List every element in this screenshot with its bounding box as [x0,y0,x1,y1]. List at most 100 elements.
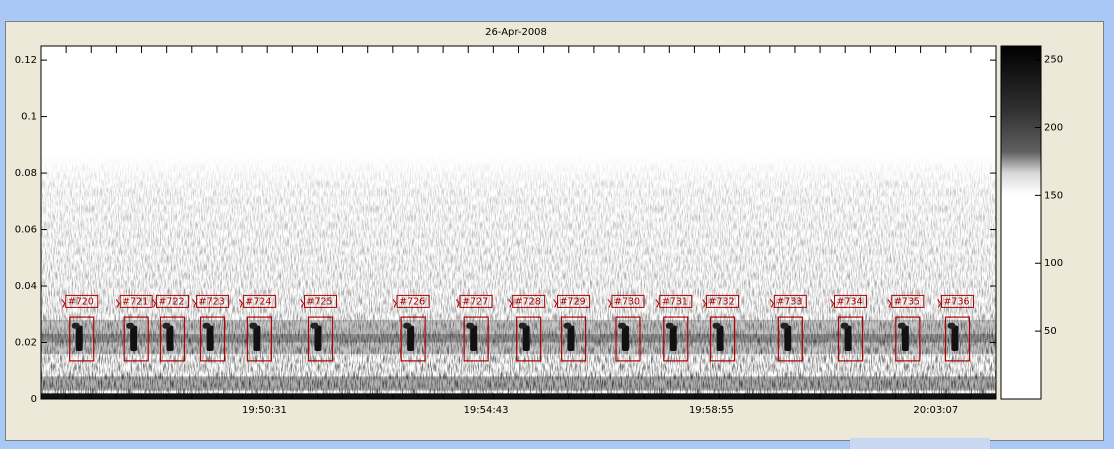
band-core [41,334,996,343]
call-mark [253,325,261,351]
detection-pointer [300,299,305,308]
detection-box [615,316,641,362]
detection-box [307,316,334,362]
y-tick-label: 0.06 [15,225,37,236]
x-tick-label: 19:58:55 [689,405,734,416]
call-mark [522,325,530,351]
detection-pointer [830,299,835,308]
call-mark [951,325,959,351]
detection-pointer [937,299,942,308]
call-mark [716,325,724,351]
call-head [563,322,572,329]
call-mark [901,325,909,351]
detection-label-box [706,294,740,308]
call-mark [844,325,852,351]
detection-pointer [238,299,243,308]
call-head [897,322,906,329]
call-mark [407,325,415,351]
call-head [712,322,721,329]
band-low [41,376,996,391]
call-head [310,322,319,329]
detection-label-box [303,294,337,308]
detection-box [709,316,736,362]
colorbar-tick-label: 200 [1044,122,1063,133]
call-head [840,322,849,329]
x-tick-label: 20:03:07 [913,405,958,416]
detection-label: #723 [199,296,225,307]
detection-label-box [242,294,276,308]
colorbar-tick-label: 50 [1044,326,1057,337]
detection-pointer [607,299,612,308]
call-mark [784,325,792,351]
detection-label: #722 [158,296,184,307]
call-mark [166,325,174,351]
detection-box [663,316,689,362]
y-tick-label: 0.1 [21,112,37,123]
detection-label-box [512,294,546,308]
detection-label: #727 [462,296,488,307]
colorbar-gradient [1000,45,1042,400]
detection-pointer [455,299,460,308]
background-patch [850,438,990,449]
detection-label-box [155,294,189,308]
detection-label: #729 [560,296,586,307]
call-head [162,322,171,329]
detection-label: #724 [245,296,271,307]
detection-box [400,316,426,362]
detection-label: #735 [894,296,920,307]
detection-label: #734 [837,296,863,307]
detection-box [159,316,186,362]
call-head [618,322,626,329]
colorbar-tick-label: 100 [1044,258,1063,269]
detection-label: #726 [399,296,425,307]
figure-window: 26-Apr-2008 0 0.02 0.04 0.06 0.08 0.1 0.12 19:… [5,21,1104,441]
detection-box [944,316,971,362]
detection-pointer [192,299,197,308]
detection-box [246,316,272,362]
spectrogram-figure: 26-Apr-2008 0 0.02 0.04 0.06 0.08 0.1 0.12 19:… [15,27,1063,416]
detection-label: #733 [776,296,802,307]
x-axis: 19:50:31 19:54:43 19:58:55 20:03:07 [65,46,972,416]
detection-label: #720 [68,296,94,307]
detection-label-box [196,294,230,308]
detection-box [463,316,489,362]
detection-label-box [119,294,153,308]
detection-box [560,316,587,362]
detection-label-box [611,294,645,308]
call-mark [206,325,214,351]
detection-label-box [773,294,807,308]
detection-label-box [834,294,868,308]
detection-label-box [557,294,591,308]
detection-label-box [940,294,974,308]
detection-label: #728 [515,296,541,307]
call-mark [470,325,478,351]
detection-pointer [61,299,66,308]
detection-box [516,316,542,362]
detection-pointer [553,299,558,308]
call-head [947,322,956,329]
call-mark [567,325,575,351]
detection-label-box [459,294,493,308]
detection-pointer [702,299,707,308]
detection-pointer [152,299,157,308]
call-head [665,322,674,329]
detection-pointer [769,299,774,308]
detection-box [123,316,149,362]
detection-box [199,316,226,362]
call-head [71,322,80,329]
call-mark [622,325,629,351]
detection-label-box [396,294,430,308]
call-head [202,322,211,329]
call-marks [71,322,959,351]
call-head [126,322,135,329]
detection-overlays: #720 #721 #722 #723 #724 #725 #726 #727 #728 #729… [61,294,974,362]
y-axis: 0 0.02 0.04 0.06 0.08 0.1 0.12 [15,55,996,405]
detection-label: #732 [709,296,735,307]
y-tick-label: 0.02 [15,338,37,349]
detection-label: #721 [122,296,148,307]
detection-label-box [659,294,693,308]
detection-pointer [392,299,397,308]
detection-label: #736 [943,296,969,307]
colorbar: 250 200 150 100 50 [1000,45,1063,400]
detection-box [69,316,95,362]
